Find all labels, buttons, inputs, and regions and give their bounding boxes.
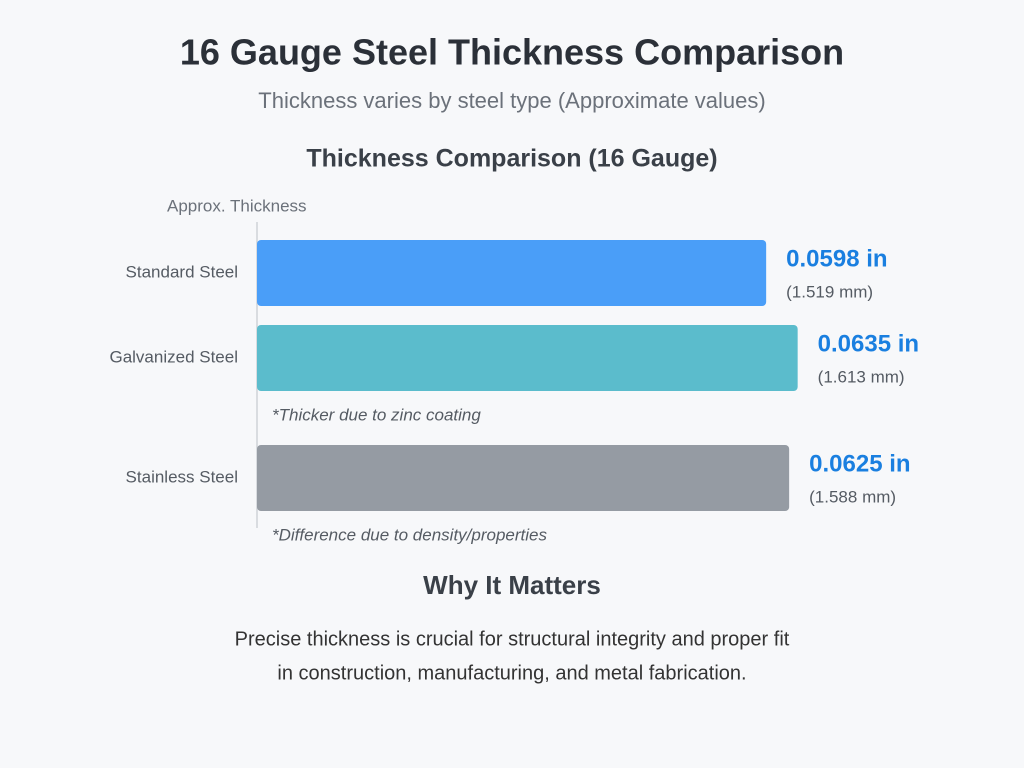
chart-title: Thickness Comparison (16 Gauge) <box>306 145 717 173</box>
section-text: in construction, manufacturing, and meta… <box>277 662 746 684</box>
bar <box>257 240 767 306</box>
page-title: 16 Gauge Steel Thickness Comparison <box>180 32 844 73</box>
category-label: Standard Steel <box>126 262 238 281</box>
category-label: Galvanized Steel <box>109 347 238 366</box>
secondary-label: (1.613 mm) <box>818 367 905 386</box>
value-label: 0.0598 in <box>786 245 887 272</box>
category-label: Stainless Steel <box>126 467 238 486</box>
value-label: 0.0635 in <box>818 330 919 357</box>
note: *Thicker due to zinc coating <box>272 405 481 424</box>
axis-label: Approx. Thickness <box>167 196 307 215</box>
page-subtitle: Thickness varies by steel type (Approxim… <box>258 88 765 113</box>
note: *Difference due to density/properties <box>272 525 547 544</box>
section-text: Precise thickness is crucial for structu… <box>235 628 790 650</box>
bar <box>257 445 790 511</box>
value-label: 0.0625 in <box>809 450 910 477</box>
secondary-label: (1.519 mm) <box>786 282 873 301</box>
section-heading: Why It Matters <box>423 570 601 600</box>
secondary-label: (1.588 mm) <box>809 487 896 506</box>
bar <box>257 325 798 391</box>
